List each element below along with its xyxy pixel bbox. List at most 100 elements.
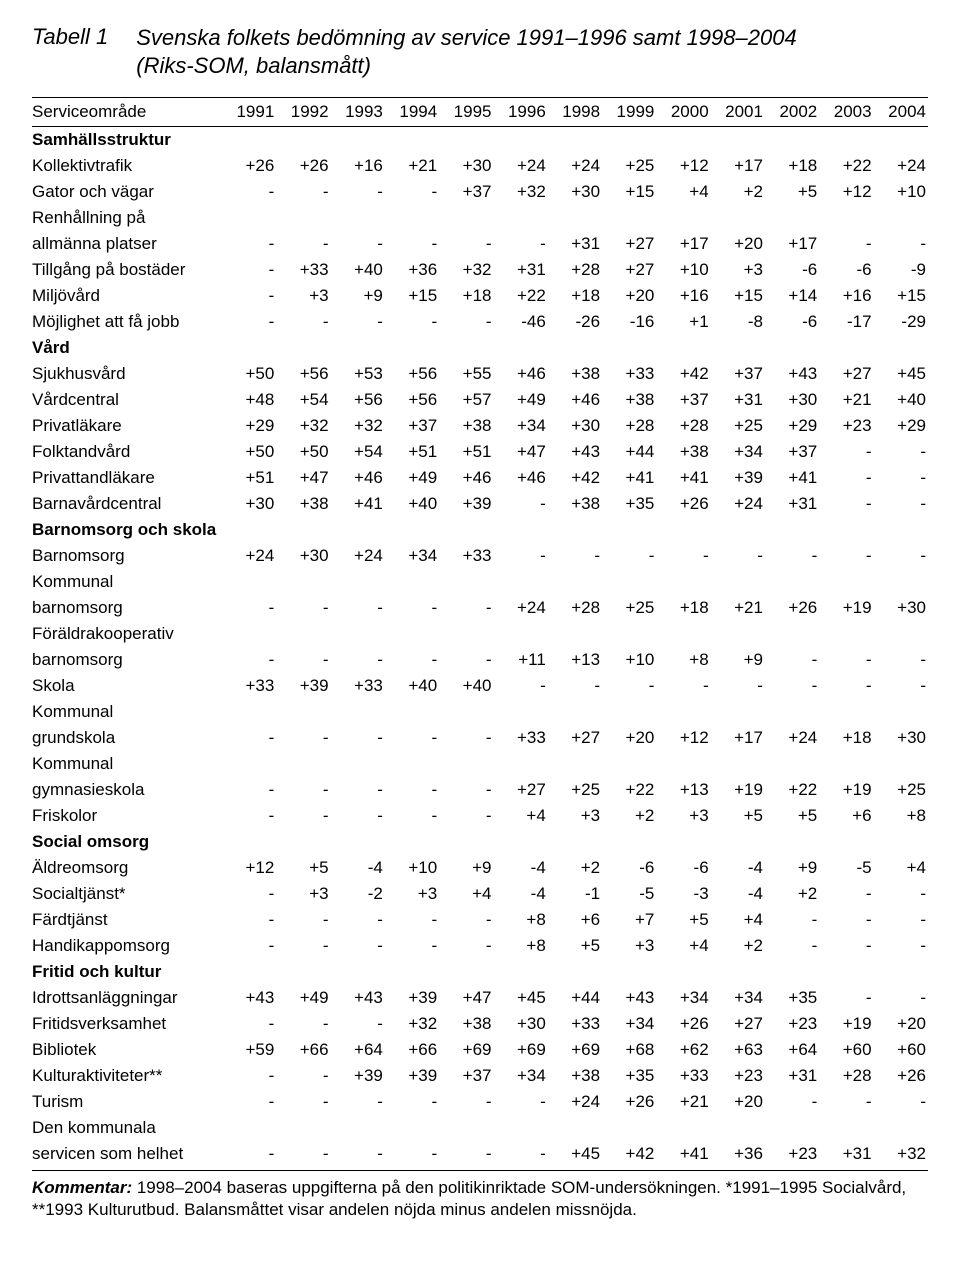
cell: +36 — [711, 1141, 765, 1171]
cell: +31 — [493, 257, 547, 283]
cell: +8 — [493, 933, 547, 959]
cell: - — [493, 1141, 547, 1171]
row-label: Sjukhusvård — [32, 361, 222, 387]
section-row: Social omsorg — [32, 829, 928, 855]
cell: +63 — [711, 1037, 765, 1063]
cell: - — [656, 673, 710, 699]
cell: +4 — [493, 803, 547, 829]
cell: - — [222, 309, 276, 335]
cell: - — [385, 647, 439, 673]
cell: +43 — [765, 361, 819, 387]
cell: +48 — [222, 387, 276, 413]
cell: +40 — [385, 673, 439, 699]
cell: - — [493, 543, 547, 569]
cell: +44 — [548, 985, 602, 1011]
cell: - — [331, 1141, 385, 1171]
cell: - — [331, 309, 385, 335]
row-label: Friskolor — [32, 803, 222, 829]
cell: - — [874, 543, 928, 569]
row-label: Handikappomsorg — [32, 933, 222, 959]
table-row: Äldreomsorg+12+5-4+10+9-4+2-6-6-4+9-5+4 — [32, 855, 928, 881]
cell: +3 — [548, 803, 602, 829]
row-label: Fritidsverksamhet — [32, 1011, 222, 1037]
cell: - — [385, 1089, 439, 1115]
cell: +27 — [602, 231, 656, 257]
section-row: Barnomsorg och skola — [32, 517, 928, 543]
cell: +21 — [385, 153, 439, 179]
cell: +24 — [548, 153, 602, 179]
cell: - — [819, 985, 873, 1011]
cell: +50 — [222, 439, 276, 465]
cell: - — [602, 543, 656, 569]
cell: - — [711, 673, 765, 699]
row-label: grundskola — [32, 725, 222, 751]
cell: +69 — [493, 1037, 547, 1063]
table-row: Kommunal — [32, 569, 928, 595]
cell: - — [765, 673, 819, 699]
row-label: Renhållning på — [32, 205, 222, 231]
cell: +23 — [711, 1063, 765, 1089]
cell: +30 — [874, 725, 928, 751]
cell: +35 — [602, 1063, 656, 1089]
section-label: Vård — [32, 335, 928, 361]
cell: - — [331, 907, 385, 933]
cell: +30 — [493, 1011, 547, 1037]
cell: +55 — [439, 361, 493, 387]
cell: -5 — [819, 855, 873, 881]
cell: - — [874, 1089, 928, 1115]
cell: +23 — [765, 1141, 819, 1171]
cell: - — [276, 1063, 330, 1089]
row-label: gymnasieskola — [32, 777, 222, 803]
cell: -26 — [548, 309, 602, 335]
cell: +43 — [222, 985, 276, 1011]
cell: +24 — [548, 1089, 602, 1115]
cell: +12 — [819, 179, 873, 205]
col-year: 1993 — [331, 98, 385, 127]
cell: +51 — [385, 439, 439, 465]
cell: +26 — [656, 1011, 710, 1037]
cell: +38 — [548, 1063, 602, 1089]
cell: +54 — [276, 387, 330, 413]
title-label: Tabell 1 — [32, 24, 108, 50]
cell: - — [874, 933, 928, 959]
cell: +16 — [656, 283, 710, 309]
cell: - — [439, 725, 493, 751]
cell: +62 — [656, 1037, 710, 1063]
cell: +56 — [385, 387, 439, 413]
cell: -17 — [819, 309, 873, 335]
row-label: Möjlighet att få jobb — [32, 309, 222, 335]
cell: +26 — [602, 1089, 656, 1115]
table-row: Kollektivtrafik+26+26+16+21+30+24+24+25+… — [32, 153, 928, 179]
cell: +27 — [602, 257, 656, 283]
cell: - — [276, 595, 330, 621]
cell: +41 — [765, 465, 819, 491]
table-row: Barnavårdcentral+30+38+41+40+39-+38+35+2… — [32, 491, 928, 517]
cell: +28 — [548, 595, 602, 621]
cell: +51 — [222, 465, 276, 491]
cell: +39 — [711, 465, 765, 491]
cell: - — [819, 933, 873, 959]
cell: - — [276, 1089, 330, 1115]
data-table: Serviceområde 1991 1992 1993 1994 1995 1… — [32, 97, 928, 1171]
cell: +40 — [331, 257, 385, 283]
cell: - — [276, 179, 330, 205]
row-label: Äldreomsorg — [32, 855, 222, 881]
cell: +41 — [602, 465, 656, 491]
cell: +24 — [331, 543, 385, 569]
cell: -4 — [493, 881, 547, 907]
cell: - — [819, 439, 873, 465]
cell: +46 — [439, 465, 493, 491]
table-row: Föräldrakooperativ — [32, 621, 928, 647]
cell: +26 — [765, 595, 819, 621]
cell: - — [439, 1089, 493, 1115]
cell: +35 — [765, 985, 819, 1011]
cell: +66 — [385, 1037, 439, 1063]
cell: +39 — [385, 985, 439, 1011]
cell: +15 — [874, 283, 928, 309]
cell: +24 — [711, 491, 765, 517]
cell: +64 — [765, 1037, 819, 1063]
cell: +26 — [276, 153, 330, 179]
table-row: Gator och vägar----+37+32+30+15+4+2+5+12… — [32, 179, 928, 205]
cell: - — [276, 1141, 330, 1171]
cell: +18 — [819, 725, 873, 751]
